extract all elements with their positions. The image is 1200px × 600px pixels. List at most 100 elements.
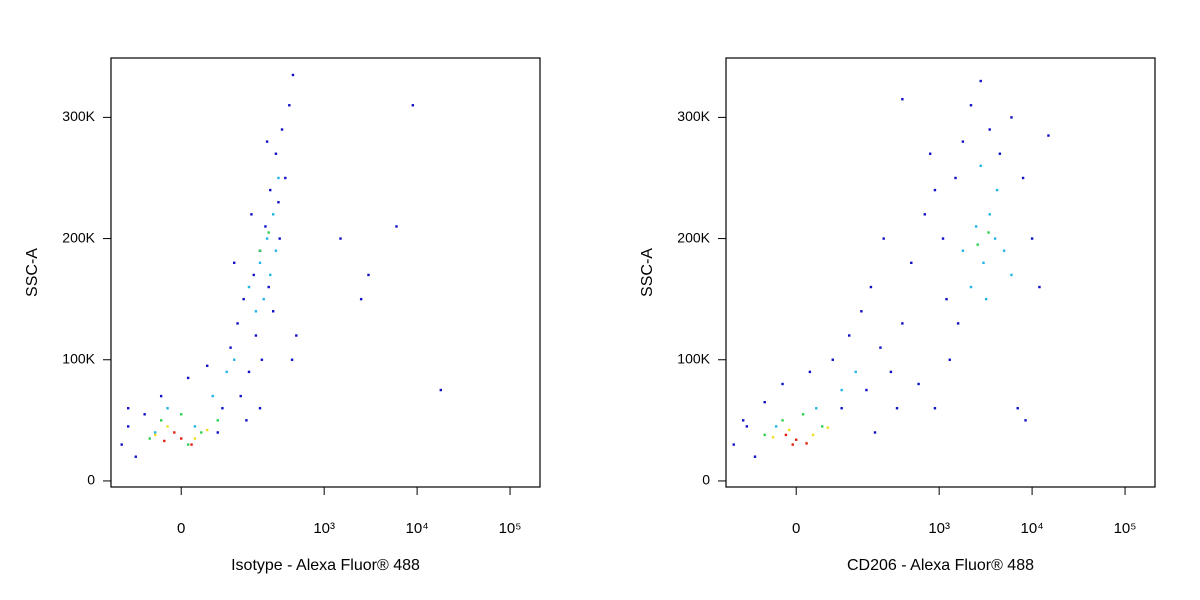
data-point [781,382,784,386]
data-point [274,249,278,252]
data-point [265,237,269,240]
data-point [233,261,236,265]
data-point [239,394,242,398]
data-point [889,370,893,374]
data-point [895,407,899,410]
data-point [933,188,937,192]
y-tick-label: 100K [62,350,95,366]
data-point [260,358,264,361]
data-point [979,164,982,168]
data-point [245,419,248,422]
data-point [1024,419,1027,422]
data-point [742,419,745,422]
data-point [808,370,812,374]
data-point [1002,249,1006,252]
plot-frame [725,57,1156,488]
data-point [901,98,904,101]
y-tick-label: 0 [702,472,710,488]
data-point [193,425,197,428]
data-point [1010,116,1013,119]
data-point [948,358,951,361]
data-point [258,407,262,410]
data-point [1038,285,1041,289]
data-point [254,334,258,337]
data-point [763,400,766,404]
data-point [984,297,988,301]
data-point [295,334,298,337]
data-point [186,443,190,446]
data-point [840,407,843,410]
data-point [280,128,284,131]
data-point [795,438,798,441]
data-point [860,310,863,313]
data-point [873,431,877,434]
data-point [271,310,275,313]
data-point [127,425,130,428]
data-point [910,261,913,265]
data-point [258,261,262,265]
data-point [284,176,287,180]
data-point [225,370,228,374]
data-point [163,439,166,443]
x-axis-title: Isotype - Alexa Fluor® 488 [231,557,420,574]
data-point [271,213,275,216]
data-point [998,152,1002,155]
data-point [180,413,183,416]
x-tick-label: 10⁴ [1021,520,1044,537]
data-point [774,425,778,428]
data-point [233,358,236,361]
data-point [127,407,130,410]
data-point [254,310,258,313]
data-point [1010,273,1013,277]
data-point [166,425,169,428]
data-point [274,152,278,155]
data-point [811,433,815,437]
data-point [277,176,280,180]
data-point [831,358,834,361]
data-point [821,425,824,428]
data-point [993,237,997,240]
data-point [956,322,960,325]
data-point [277,201,280,204]
data-point [784,433,788,437]
data-point [987,231,990,234]
data-point [159,419,163,422]
plot-frame [110,57,541,488]
data-point [1016,407,1019,410]
data-point [190,443,193,446]
data-point [154,431,157,434]
data-point [933,407,937,410]
data-point [395,225,398,228]
data-point [216,431,219,434]
data-point [854,370,857,374]
y-tick-label: 200K [62,229,95,245]
data-point [954,176,957,180]
data-point [771,436,775,439]
data-point [290,358,294,361]
data-point [805,442,808,445]
data-point [267,285,270,289]
data-point [917,382,920,386]
x-tick-label: 10³ [313,520,335,537]
x-tick-label: 10⁴ [406,520,429,537]
data-point [206,428,209,432]
data-point [1030,237,1034,240]
data-point [265,140,269,143]
data-point [982,261,985,265]
x-tick-label: 0 [792,520,800,537]
data-point [826,426,829,429]
data-point [247,285,251,289]
data-point [753,455,757,458]
data-point [206,364,209,368]
x-tick-label: 10⁵ [1114,520,1137,537]
x-axis-title: CD206 - Alexa Fluor® 488 [847,557,1034,574]
data-point [848,334,851,337]
data-point [359,297,363,301]
y-tick-label: 0 [87,472,95,488]
data-point [269,273,272,277]
data-point [252,273,255,277]
data-point [148,437,151,440]
data-point [278,237,281,240]
data-point [211,394,214,398]
